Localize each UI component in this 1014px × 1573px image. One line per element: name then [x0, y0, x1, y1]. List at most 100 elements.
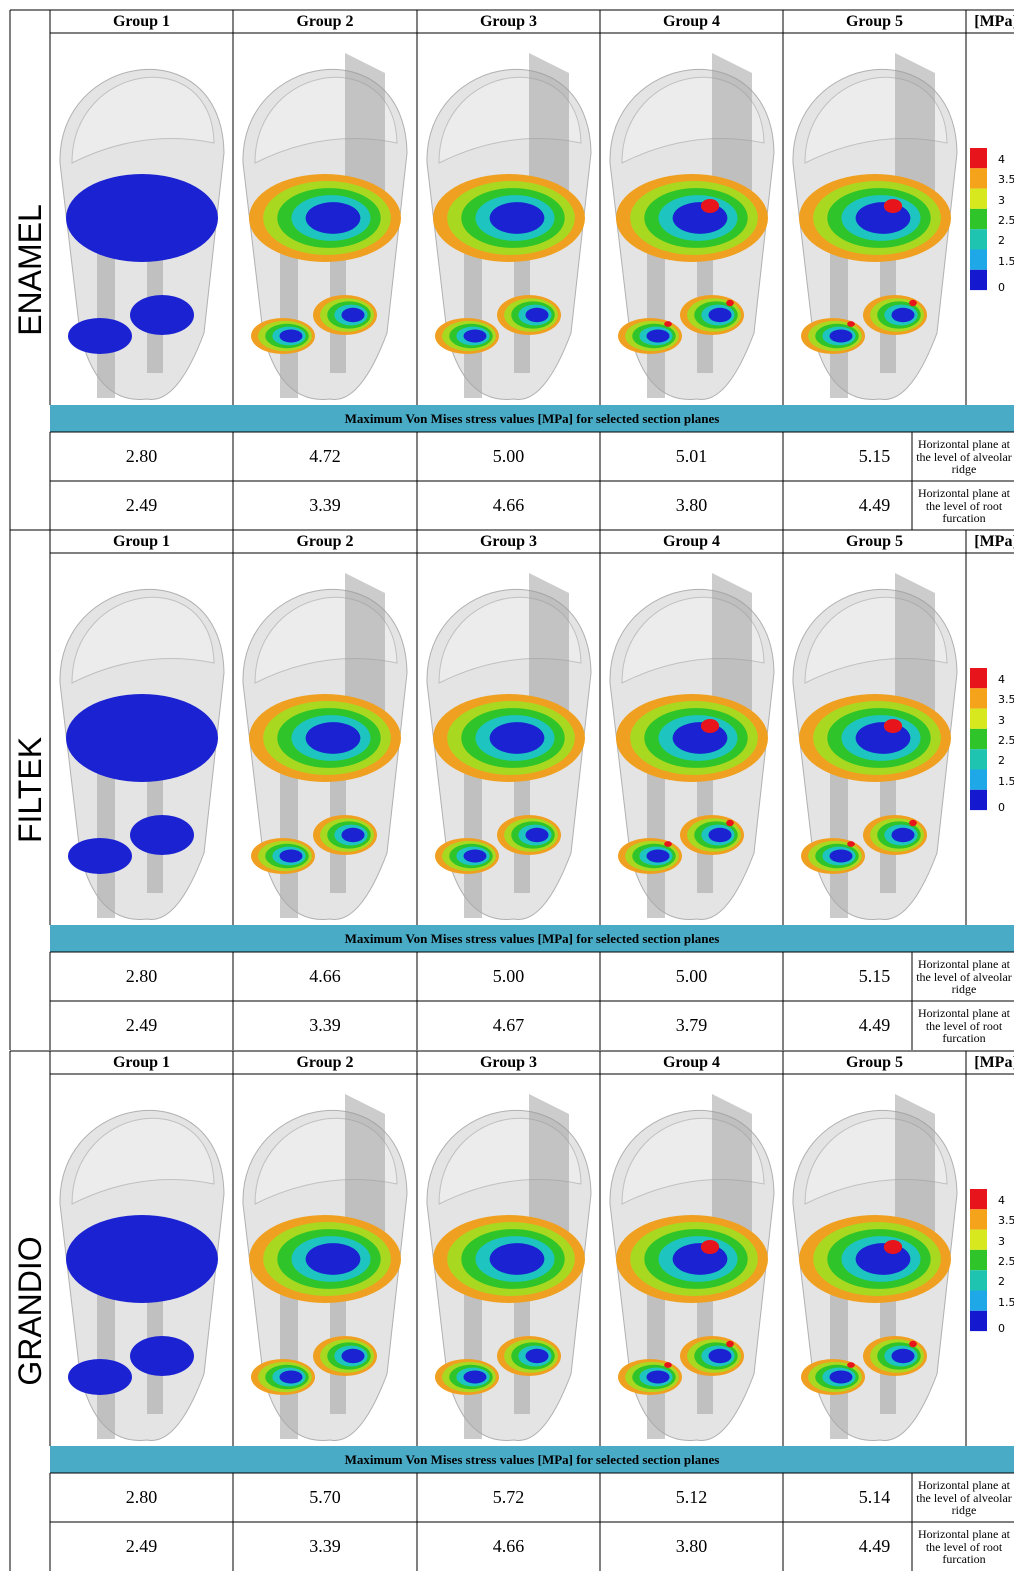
column-header: Group 4: [662, 533, 721, 550]
post: [895, 1094, 935, 1234]
column-header: Group 1: [112, 1054, 171, 1071]
post: [529, 573, 569, 713]
stress-value: 4.66: [492, 1536, 525, 1556]
legend-label: 2.5: [998, 1254, 1014, 1268]
row-label: Horizontal plane at the level of root fu…: [918, 486, 1010, 526]
section-plane: [646, 329, 670, 343]
stress-peak: [664, 1362, 672, 1368]
legend-swatch: [970, 1189, 987, 1210]
legend-swatch: [970, 1209, 987, 1230]
post: [895, 573, 935, 713]
section-plane: [66, 174, 218, 262]
section-plane: [708, 307, 732, 323]
section-plane: [489, 202, 545, 234]
stress-peak: [883, 718, 903, 734]
root: [830, 233, 848, 398]
root: [97, 1274, 115, 1439]
legend-swatch: [970, 688, 987, 709]
section-plane: [855, 202, 911, 234]
section-label: FILTEK: [12, 736, 48, 844]
column-header: Group 2: [296, 13, 354, 30]
legend-label: 3: [998, 193, 1005, 207]
root: [830, 753, 848, 918]
legend-swatch: [970, 208, 987, 230]
legend-swatch: [970, 229, 987, 250]
tooth-crown: [71, 596, 215, 684]
stress-peak: [700, 198, 720, 214]
legend-swatch: [970, 1290, 987, 1311]
stress-value: 5.70: [309, 1487, 341, 1507]
root: [464, 233, 482, 398]
stress-peak: [883, 198, 903, 214]
post: [345, 573, 385, 713]
legend-swatch: [970, 168, 987, 189]
section-plane: [525, 827, 549, 843]
stress-value: 4.72: [309, 446, 341, 466]
tooth-crown: [71, 76, 215, 164]
stress-peak: [726, 1340, 734, 1348]
section-plane: [525, 307, 549, 323]
section-plane: [829, 329, 853, 343]
section-plane: [646, 1370, 670, 1384]
stress-value: 3.79: [675, 1015, 708, 1035]
legend-swatch: [970, 789, 987, 811]
post: [712, 1094, 752, 1234]
row-label: Horizontal plane at the level of alveola…: [916, 437, 1012, 477]
stress-value: 2.49: [125, 1536, 158, 1556]
tooth-crown: [71, 1117, 215, 1205]
column-header: [MPa]: [974, 13, 1014, 30]
legend-label: 2.5: [998, 733, 1014, 747]
stress-value: 3.39: [309, 1536, 341, 1556]
stress-peak: [664, 841, 672, 847]
section-plane: [829, 1370, 853, 1384]
post: [895, 53, 935, 193]
stress-value: 4.66: [492, 495, 525, 515]
root: [830, 1274, 848, 1439]
stress-value: 5.15: [858, 446, 891, 466]
legend-label: 0: [998, 800, 1005, 814]
caption: Maximum Von Mises stress values [MPa] fo…: [344, 1452, 720, 1467]
section-plane: [855, 1243, 911, 1275]
legend-swatch: [970, 269, 987, 291]
section-plane: [463, 329, 487, 343]
legend-label: 3.5: [998, 693, 1014, 707]
legend-swatch: [970, 749, 987, 770]
section-plane: [66, 1215, 218, 1303]
legend-swatch: [970, 708, 987, 729]
stress-value: 3.39: [309, 1015, 341, 1035]
legend-swatch: [970, 1310, 987, 1332]
stress-value: 2.49: [125, 495, 158, 515]
stress-value: 5.15: [858, 966, 891, 986]
section-plane: [305, 722, 361, 754]
stress-value: 2.49: [125, 1015, 158, 1035]
stress-value: 2.80: [125, 446, 158, 466]
stress-value: 4.49: [858, 495, 891, 515]
post: [712, 53, 752, 193]
section-plane: [341, 307, 365, 323]
column-header: Group 1: [112, 533, 171, 550]
section-plane: [672, 202, 728, 234]
legend-label: 2: [998, 1275, 1005, 1289]
stress-value: 5.00: [492, 966, 525, 986]
legend-label: 1.5: [998, 254, 1014, 268]
stress-value: 5.00: [675, 966, 708, 986]
stress-peak: [847, 841, 855, 847]
section-plane: [829, 849, 853, 863]
root: [464, 1274, 482, 1439]
section-plane: [646, 849, 670, 863]
post: [345, 1094, 385, 1234]
legend-label: 0: [998, 280, 1005, 294]
section-plane: [279, 849, 303, 863]
legend-swatch: [970, 1249, 987, 1271]
caption: Maximum Von Mises stress values [MPa] fo…: [344, 411, 720, 426]
legend-label: 3.5: [998, 173, 1014, 187]
section-plane: [672, 1243, 728, 1275]
section-plane: [341, 1348, 365, 1364]
section-plane: [130, 1336, 194, 1376]
column-header: Group 3: [479, 533, 538, 550]
stress-value: 2.80: [125, 966, 158, 986]
root: [280, 1274, 298, 1439]
column-header: Group 1: [112, 13, 171, 30]
section-plane: [305, 202, 361, 234]
